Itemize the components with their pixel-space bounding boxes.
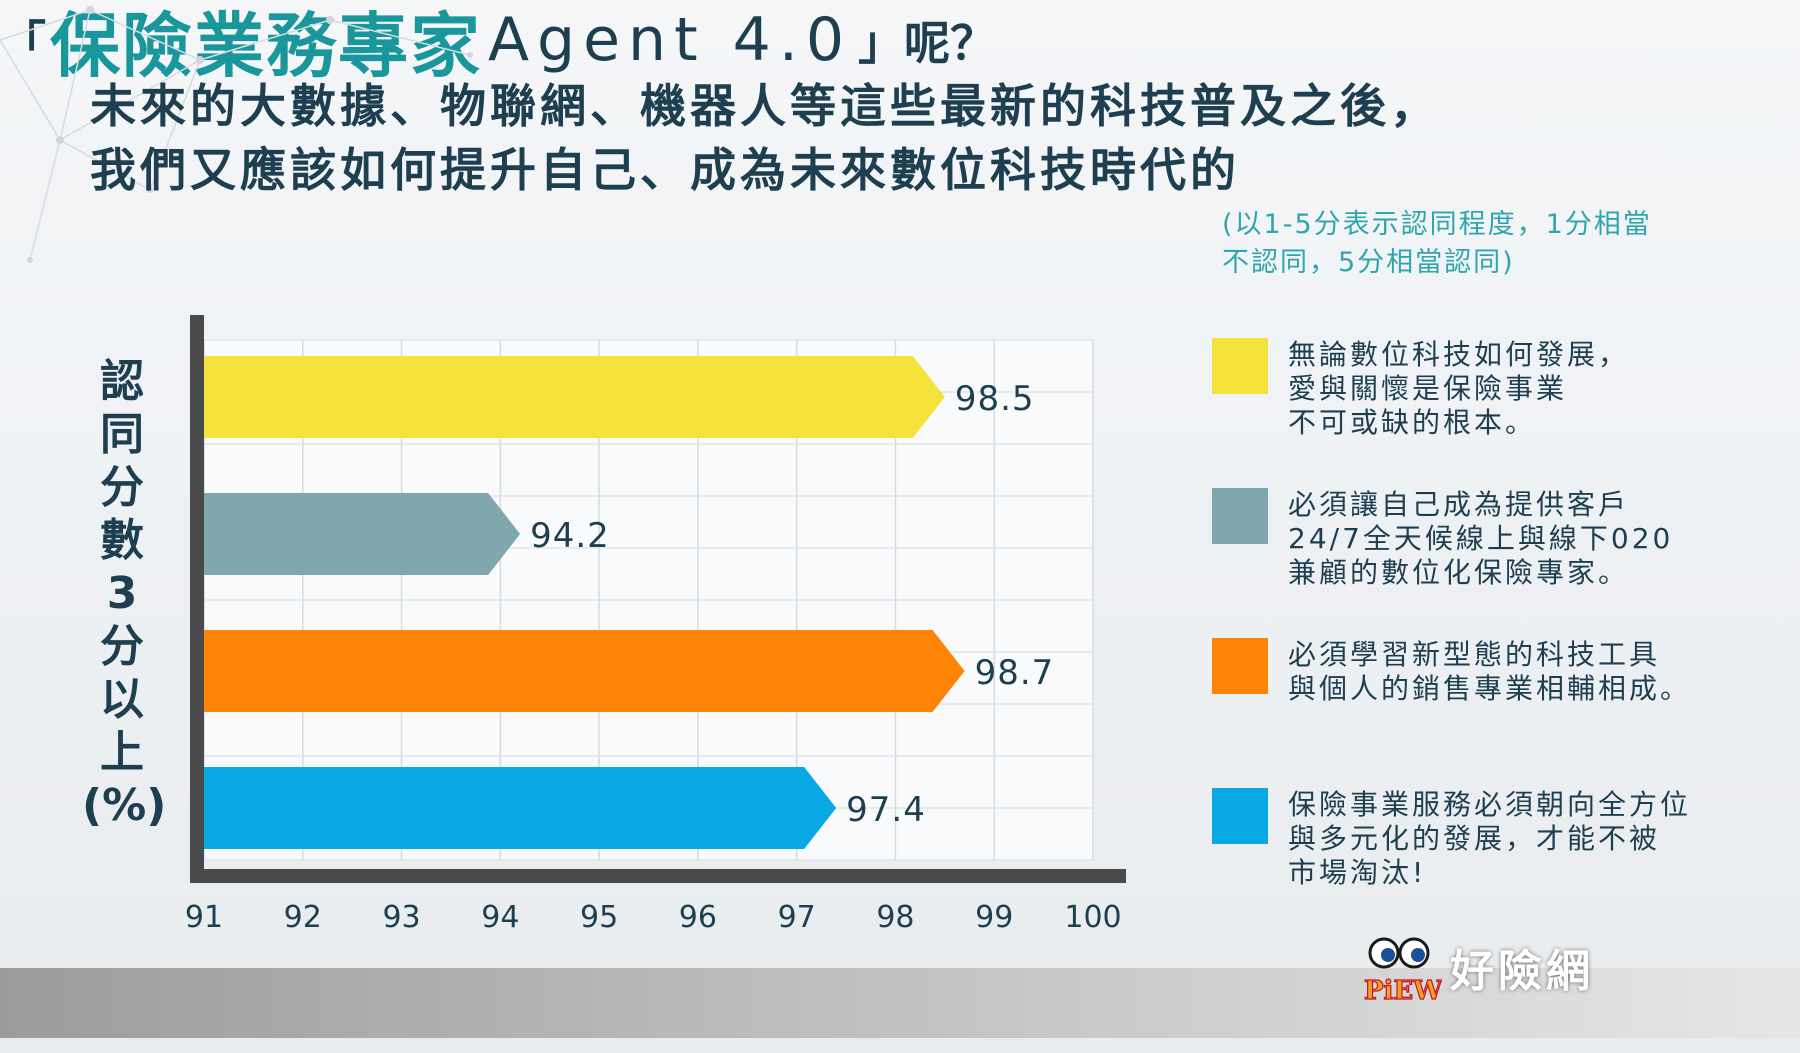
piew-logo-text: PiEW! (1364, 976, 1442, 1005)
bar-value-label: 97.4 (846, 790, 926, 830)
y-axis-label-char: 分 (100, 462, 144, 513)
legend-text-line: 無論數位科技如何發展， (1288, 338, 1630, 371)
piew-logo: PiEW! (1362, 935, 1454, 1007)
y-axis-line (190, 315, 204, 883)
legend-swatch (1212, 488, 1268, 544)
bar (204, 630, 965, 712)
bar (204, 356, 945, 438)
y-axis-label-char: 3 (106, 568, 138, 619)
x-tick-label: 92 (284, 900, 322, 935)
legend-text-line: 與個人的銷售專業相輔相成。 (1288, 672, 1692, 705)
legend-text-line: 不可或缺的根本。 (1288, 406, 1537, 439)
legend-item: 必須學習新型態的科技工具 與個人的銷售專業相輔相成。 (1212, 638, 1691, 706)
y-axis-label-char: 分 (100, 621, 144, 672)
x-tick-label: 94 (481, 900, 519, 935)
legend-text-line: 保險事業服務必須朝向全方位 (1288, 788, 1692, 821)
legend-text: 必須學習新型態的科技工具 與個人的銷售專業相輔相成。 (1288, 638, 1691, 706)
y-axis-label-char: (%) (82, 780, 167, 831)
bar (204, 767, 837, 849)
scale-note: (以1-5分表示認同程度，1分相當 不認同，5分相當認同) (1222, 206, 1652, 282)
legend-swatch (1212, 788, 1268, 844)
x-tick-label: 97 (778, 900, 816, 935)
title-line-3: 「 保險業務專家 Agent 4.0 」呢？ (0, 0, 1800, 87)
y-axis-label-char: 上 (100, 727, 144, 778)
legend-text-line: 與多元化的發展，才能不被 (1288, 822, 1661, 855)
legend-text: 保險事業服務必須朝向全方位 與多元化的發展，才能不被 市場淘汰! (1288, 788, 1691, 890)
legend-text: 必須讓自己成為提供客戶 24/7全天候線上與線下020 兼顧的數位化保險專家。 (1288, 488, 1673, 590)
title-open-bracket: 「 (0, 16, 46, 70)
scale-note-line-2: 不認同，5分相當認同) (1222, 247, 1515, 278)
x-tick-label: 100 (1064, 900, 1121, 935)
x-tick-label: 99 (975, 900, 1013, 935)
legend-text-line: 必須讓自己成為提供客戶 (1288, 488, 1630, 521)
y-axis-label: 認同分數 3 分以上 (%) (82, 355, 167, 832)
legend-swatch (1212, 638, 1268, 694)
scale-note-line-1: (以1-5分表示認同程度，1分相當 (1222, 209, 1652, 240)
brand: PiEW! 好險網 (1362, 935, 1594, 1007)
footer-band (0, 968, 1800, 1038)
legend-text-line: 愛與關懷是保險事業 (1288, 372, 1568, 405)
title-line-2: 我們又應該如何提升自己、成為未來數位科技時代的 (90, 143, 1240, 197)
y-axis-label-char: 認 (100, 356, 144, 407)
brand-name: 好險網 (1450, 946, 1594, 997)
y-axis-label-char: 以 (100, 674, 144, 725)
x-axis-line (190, 869, 1126, 883)
legend-swatch (1212, 338, 1268, 394)
bar (204, 493, 521, 575)
legend-text: 無論數位科技如何發展， 愛與關懷是保險事業 不可或缺的根本。 (1288, 338, 1629, 440)
title-highlight: 保險業務專家 (50, 4, 482, 87)
legend-text-line: 兼顧的數位化保險專家。 (1288, 556, 1630, 589)
x-tick-label: 96 (679, 900, 717, 935)
y-axis-label-char: 數 (100, 515, 144, 566)
eyes-icon: PiEW! (1363, 937, 1454, 1007)
x-tick-label: 95 (580, 900, 618, 935)
y-axis-label-char: 同 (100, 409, 144, 460)
bar-value-label: 94.2 (530, 516, 610, 556)
title-agent: Agent 4.0 (488, 5, 853, 75)
bar-value-label: 98.7 (975, 653, 1055, 693)
legend-item: 無論數位科技如何發展， 愛與關懷是保險事業 不可或缺的根本。 (1212, 338, 1629, 440)
title-close-bracket: 」呢？ (858, 16, 997, 70)
legend-item: 保險事業服務必須朝向全方位 與多元化的發展，才能不被 市場淘汰! (1212, 788, 1691, 890)
legend-text-line: 24/7全天候線上與線下020 (1288, 522, 1674, 555)
legend-item: 必須讓自己成為提供客戶 24/7全天候線上與線下020 兼顧的數位化保險專家。 (1212, 488, 1673, 590)
title-line-1: 未來的大數據、物聯網、機器人等這些最新的科技普及之後， (90, 79, 1440, 133)
network-background-decoration (0, 6, 473, 263)
x-tick-label: 93 (382, 900, 420, 935)
legend-text-line: 市場淘汰! (1288, 856, 1427, 889)
x-tick-label: 98 (876, 900, 914, 935)
bar-value-label: 98.5 (955, 379, 1035, 419)
x-tick-label: 91 (185, 900, 223, 935)
legend-text-line: 必須學習新型態的科技工具 (1288, 638, 1661, 671)
